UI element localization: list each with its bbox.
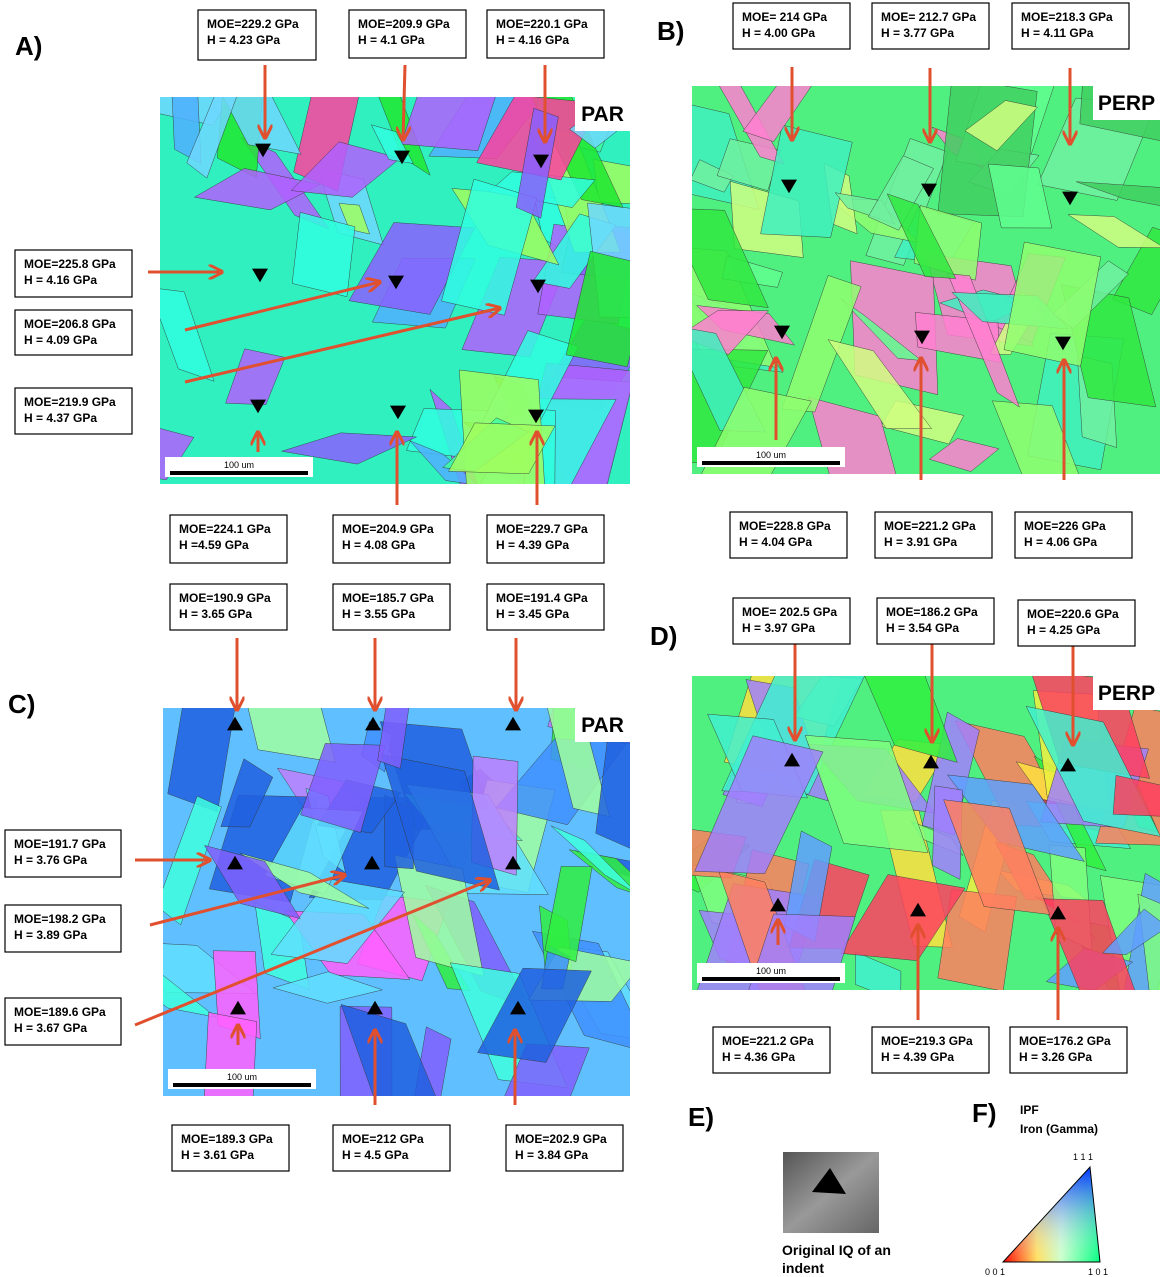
- hardness-value: H = 4.09 GPa: [24, 333, 97, 347]
- hardness-value: H = 4.16 GPa: [24, 273, 97, 287]
- moe-value: MOE=220.6 GPa: [1027, 607, 1119, 621]
- hardness-value: H = 3.54 GPa: [886, 621, 959, 635]
- scale-bar: [170, 471, 308, 475]
- moe-value: MOE=176.2 GPa: [1019, 1034, 1111, 1048]
- ipf-triangle-overlay: [1003, 1167, 1100, 1262]
- scale-bar: [702, 977, 840, 981]
- corner-label: 1 1 1: [1073, 1152, 1093, 1162]
- orientation-label: PERP: [1098, 92, 1155, 115]
- grain: [1113, 775, 1169, 816]
- hardness-value: H = 4.25 GPa: [1027, 623, 1100, 637]
- hardness-value: H = 4.36 GPa: [722, 1050, 795, 1064]
- moe-value: MOE=202.9 GPa: [515, 1132, 607, 1146]
- orientation-label: PERP: [1098, 682, 1155, 705]
- caption: indent: [782, 1260, 824, 1276]
- moe-value: MOE= 212.7 GPa: [881, 10, 976, 24]
- moe-value: MOE=219.9 GPa: [24, 395, 116, 409]
- moe-value: MOE=209.9 GPa: [358, 17, 450, 31]
- scale-bar-label: 100 um: [756, 966, 786, 976]
- corner-label: 0 0 1: [985, 1267, 1005, 1277]
- hardness-value: H = 3.76 GPa: [14, 853, 87, 867]
- hardness-value: H = 4.04 GPa: [739, 535, 812, 549]
- hardness-value: H = 4.06 GPa: [1024, 535, 1097, 549]
- moe-value: MOE=204.9 GPa: [342, 522, 434, 536]
- moe-value: MOE=225.8 GPa: [24, 257, 116, 271]
- hardness-value: H = 3.26 GPa: [1019, 1050, 1092, 1064]
- moe-value: MOE=218.3 GPa: [1021, 10, 1113, 24]
- hardness-value: H = 4.00 GPa: [742, 26, 815, 40]
- hardness-value: H = 4.39 GPa: [881, 1050, 954, 1064]
- panel-label: B): [657, 16, 684, 46]
- moe-value: MOE=220.1 GPa: [496, 17, 588, 31]
- moe-value: MOE=224.1 GPa: [179, 522, 271, 536]
- hardness-value: H = 3.84 GPa: [515, 1148, 588, 1162]
- arrow: [403, 65, 405, 140]
- figure: A) PAR 100 um MOE=229.2 GPa H = 4.23 GPa MOE=…: [0, 0, 1169, 1277]
- moe-value: MOE=185.7 GPa: [342, 591, 434, 605]
- scale-bar-label: 100 um: [224, 460, 254, 470]
- hardness-value: H = 4.37 GPa: [24, 411, 97, 425]
- hardness-value: H = 4.5 GPa: [342, 1148, 409, 1162]
- scale-bar-label: 100 um: [227, 1072, 257, 1082]
- hardness-value: H = 4.11 GPa: [1021, 26, 1094, 40]
- moe-value: MOE=190.9 GPa: [179, 591, 271, 605]
- moe-value: MOE= 202.5 GPa: [742, 605, 837, 619]
- grain: [292, 212, 355, 296]
- hardness-value: H = 3.77 GPa: [881, 26, 954, 40]
- orientation-label: PAR: [581, 714, 624, 737]
- hardness-value: H =4.59 GPa: [179, 538, 249, 552]
- moe-value: MOE=229.7 GPa: [496, 522, 588, 536]
- hardness-value: H = 3.91 GPa: [884, 535, 957, 549]
- hardness-value: H = 4.16 GPa: [496, 33, 569, 47]
- moe-value: MOE=186.2 GPa: [886, 605, 978, 619]
- corner-label: 1 0 1: [1088, 1267, 1108, 1277]
- moe-value: MOE=228.8 GPa: [739, 519, 831, 533]
- scale-bar-label: 100 um: [756, 450, 786, 460]
- panel-label: E): [688, 1102, 714, 1132]
- moe-value: MOE=191.7 GPa: [14, 837, 106, 851]
- scale-bar: [173, 1083, 311, 1087]
- hardness-value: H = 3.89 GPa: [14, 928, 87, 942]
- scale-bar: [702, 461, 840, 465]
- moe-value: MOE=206.8 GPa: [24, 317, 116, 331]
- panel-label: D): [650, 621, 677, 651]
- caption: Original IQ of an: [782, 1242, 891, 1258]
- hardness-value: H = 4.23 GPa: [207, 33, 280, 47]
- hardness-value: H = 3.45 GPa: [496, 607, 569, 621]
- moe-value: MOE=219.3 GPa: [881, 1034, 973, 1048]
- panel-label: C): [8, 689, 35, 719]
- moe-value: MOE= 214 GPa: [742, 10, 827, 24]
- hardness-value: H = 3.67 GPa: [14, 1021, 87, 1035]
- moe-value: MOE=191.4 GPa: [496, 591, 588, 605]
- moe-value: MOE=189.6 GPa: [14, 1005, 106, 1019]
- orientation-label: PAR: [581, 103, 624, 126]
- hardness-value: H = 3.65 GPa: [179, 607, 252, 621]
- hardness-value: H = 4.1 GPa: [358, 33, 425, 47]
- moe-value: MOE=212 GPa: [342, 1132, 424, 1146]
- hardness-value: H = 3.61 GPa: [181, 1148, 254, 1162]
- hardness-value: H = 4.39 GPa: [496, 538, 569, 552]
- ipf-title: IPF: [1020, 1103, 1039, 1117]
- moe-value: MOE=221.2 GPa: [884, 519, 976, 533]
- panel-label: A): [15, 31, 42, 61]
- hardness-value: H = 3.55 GPa: [342, 607, 415, 621]
- moe-value: MOE=226 GPa: [1024, 519, 1106, 533]
- moe-value: MOE=198.2 GPa: [14, 912, 106, 926]
- hardness-value: H = 4.08 GPa: [342, 538, 415, 552]
- hardness-value: H = 3.97 GPa: [742, 621, 815, 635]
- panel-label: F): [972, 1098, 997, 1128]
- moe-value: MOE=229.2 GPa: [207, 17, 299, 31]
- moe-value: MOE=189.3 GPa: [181, 1132, 273, 1146]
- ipf-title: Iron (Gamma): [1020, 1122, 1098, 1136]
- moe-value: MOE=221.2 GPa: [722, 1034, 814, 1048]
- grain: [204, 1012, 257, 1107]
